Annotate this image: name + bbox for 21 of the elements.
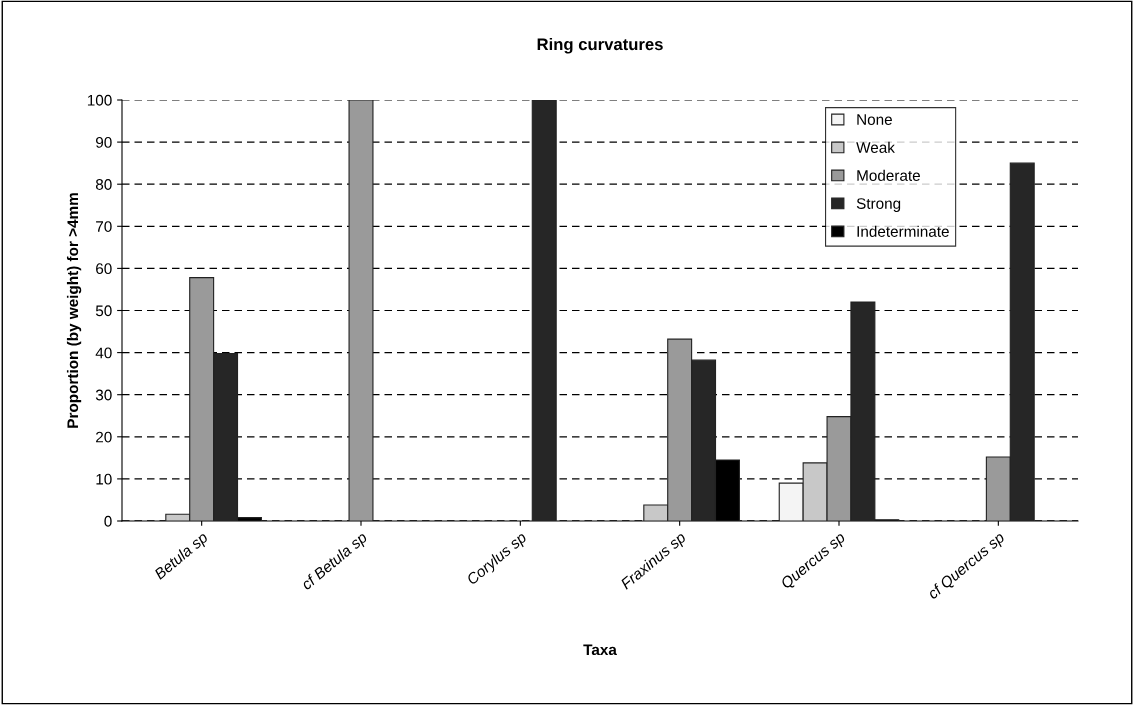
legend-label: Weak xyxy=(856,141,895,153)
chart-title: Ring curvatures xyxy=(537,37,663,54)
legend-label: None xyxy=(857,114,892,125)
bar xyxy=(531,100,557,521)
y-tick-label: 30 xyxy=(95,389,112,401)
bar xyxy=(348,100,374,521)
y-tick-label: 50 xyxy=(95,305,112,317)
legend-label: Strong xyxy=(856,198,901,212)
y-axis-title: Proportion (by weight) for >4mm xyxy=(66,193,82,428)
y-tick-label: 20 xyxy=(96,431,112,443)
y-tick-label: 90 xyxy=(96,136,112,148)
y-tick-label: 70 xyxy=(96,221,112,232)
y-tick-label: 10 xyxy=(96,473,112,485)
legend-label: Moderate xyxy=(857,169,920,181)
y-tick-label: 60 xyxy=(96,263,112,275)
y-tick-label: 100 xyxy=(87,94,112,106)
x-axis-title: Taxa xyxy=(583,644,617,656)
y-tick-label: 80 xyxy=(95,179,112,190)
y-tick-label: 0 xyxy=(104,515,112,527)
y-tick-label: 40 xyxy=(95,347,112,359)
legend-label: Indeterminate xyxy=(857,225,949,237)
